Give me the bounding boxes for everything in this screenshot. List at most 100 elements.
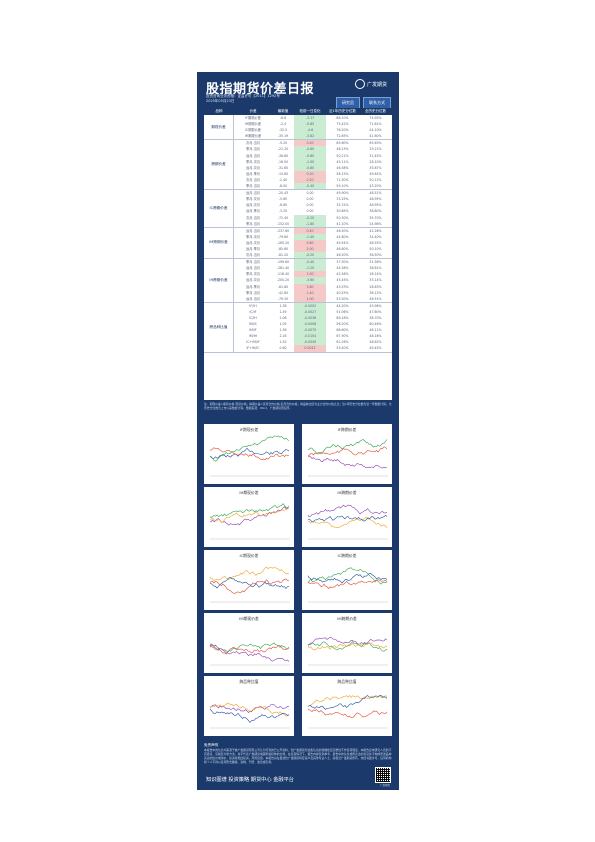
table-cell: 42.56% [336,272,349,277]
table-cell: 24.98% [369,221,382,226]
table-group: 跨期价差 次月-当月 -5.20 0.20 65.60% 65.63% 季月-当月 -21.2… [204,140,392,191]
table-cell: 次月-当月 [246,215,260,220]
table-cell: 44.80% [336,234,349,239]
table-cell: IC/IF [249,309,257,314]
table-cell: -200.20 [276,278,290,283]
table-cell: 42.28% [369,228,382,233]
table-cell: -16.00 [277,159,289,164]
table-header: 品种 价差 最新值 较前一日变化 近1年历史分位数 全历史分位数 [204,108,392,115]
table-cell: IF期现价差 [245,116,261,120]
table-cell: -0.20 [294,214,326,221]
table-cell: -20.43 [277,191,289,196]
table-cell: 0.20 [294,170,326,177]
table-cell: 53.40% [336,346,349,351]
series-line [307,517,388,529]
qr-code-icon[interactable] [375,767,391,783]
series-line [307,579,388,590]
table-cell: -281.40 [276,266,290,271]
header-cell: 近1年历史分位数 [329,109,356,113]
table-row: IH期现价差 -2.4 -0.85 75.42% 71.61% [234,121,392,128]
chart-title: IH跨期价差 [337,490,357,495]
series-line [209,702,290,717]
table-row: 季月-当月 -42.80 1.40 40.53% 36.12% [234,289,392,296]
series-line [209,643,290,662]
table-row: 远月-次月 -165.20 0.60 49.54% 48.55% [234,239,392,246]
table-row: 季月-当月 -8.00 -0.40 59.10% 43.20% [234,183,392,190]
table-cell: -85.60 [277,246,289,251]
table-cell: -0.0036 [294,315,326,322]
table-group: IH跨期价差 季月-当月 -199.60 -0.40 37.50% 31.58% 远月-当月… [204,259,392,303]
table-cell: 0.0012 [294,345,326,352]
table-cell: 56.20% [336,322,349,327]
table-row: IF+IH/IC 0.60 0.0012 53.40% 49.45% [234,345,392,352]
series-line [209,507,290,523]
table-row: 远月-季月 -15.60 0.20 58.15% 49.62% [234,170,392,177]
table-cell: 季月-次月 [246,272,260,277]
table-row: IC+IM/IF 1.52 -0.0049 61.26% 48.62% [234,339,392,346]
table-cell: 0.60 [279,346,287,351]
table-cell: -0.40 [294,183,326,190]
table-cell: IM期现价差 [244,134,262,139]
series-line [307,695,388,710]
table-cell: 48.95% [369,203,382,208]
table-row: IC/IF 1.49 -0.0027 51.06% 47.60% [234,308,392,315]
series-line [209,645,290,655]
table-cell: -0.0049 [294,339,326,346]
table-cell: 0.00 [306,197,314,202]
table-row: 远月-当月 -36.80 -0.60 50.21% 31.45% [234,152,392,159]
table-row: IF期现价差 -6.6 -3.17 88.10% 74.95% [234,115,392,122]
table-cell: 1.38 [279,303,287,308]
table-cell: 48.95% [369,197,382,202]
header-cell: 品种 [215,109,223,113]
series-line [209,576,290,589]
table-cell: 46.11% [369,328,382,333]
table-cell: 45.45% [336,278,349,283]
table-row: 远月-次月 -31.60 -0.80 46.58% 35.87% [234,164,392,171]
table-cell: 49.45% [369,346,382,351]
table-cell: 季月-当月 [246,184,260,189]
table-row: 远月-季月 -85.60 2.00 46.80% 50.10% [234,245,392,253]
table-cell: IC+IM/IF [246,340,260,345]
table-row: 季月-次月 -79.60 -1.40 44.80% 34.40% [234,233,392,240]
table-cell: 3.60 [294,283,326,290]
table-cell: 40.53% [336,290,349,295]
table-cell: 50.30% [336,215,349,220]
chart-title: 跨品种比值 [239,679,259,684]
table-cell: IC/IH [249,316,257,320]
chart-plot [307,637,388,666]
table-cell: IC期现价差 [245,128,261,133]
table-cell: -165.20 [276,240,290,245]
chart-plot [307,695,388,729]
table-cell: IM/IC [249,322,257,327]
table-cell: 2.16 [279,334,287,339]
series-line [307,637,388,645]
table-cell: -2.40 [278,177,288,182]
table-cell: -3.17 [294,115,326,122]
report-sheet: 股指期货价差日报 广发期货 投资咨询业务资格：证监许可【2011】1292号 2… [197,72,399,790]
table-cell: 88.10% [336,116,349,120]
report-title: 股指期货价差日报 [206,82,315,97]
series-line [209,566,290,582]
table-cell: -81.80 [277,284,289,289]
table-cell: 50.21% [336,153,349,158]
table-row: 远月-季月 -81.80 3.60 43.53% 28.63% [234,283,392,290]
chart-title: IM期现价差 [239,616,259,621]
table-cell: 0.60 [294,239,326,246]
table-cell: -6.6 [279,116,287,120]
chart-panel: 跨品种比值 [302,676,392,736]
table-cell: -0.20 [294,252,326,259]
table-cell: 36.50% [369,253,382,258]
table-cell: 34.40% [369,234,382,239]
chart-plot [209,503,290,540]
series-line [209,578,290,594]
table-cell: 远月-季月 [246,246,260,251]
table-cell: 45.11% [336,159,349,164]
group-name: IM跨期价差 [204,227,234,259]
table-row: IC/IH 2.06 -0.0036 69.18% 38.70% [234,315,392,322]
table-cell: 38.81% [369,266,382,271]
footer-slogan: 知识图谱 投资策略 期货中心 金融平台 [206,777,294,783]
series-line [307,641,388,652]
table-cell: -1.80 [294,220,326,227]
table-cell: 37.50% [336,260,349,265]
table-cell: 41.60% [369,134,382,139]
